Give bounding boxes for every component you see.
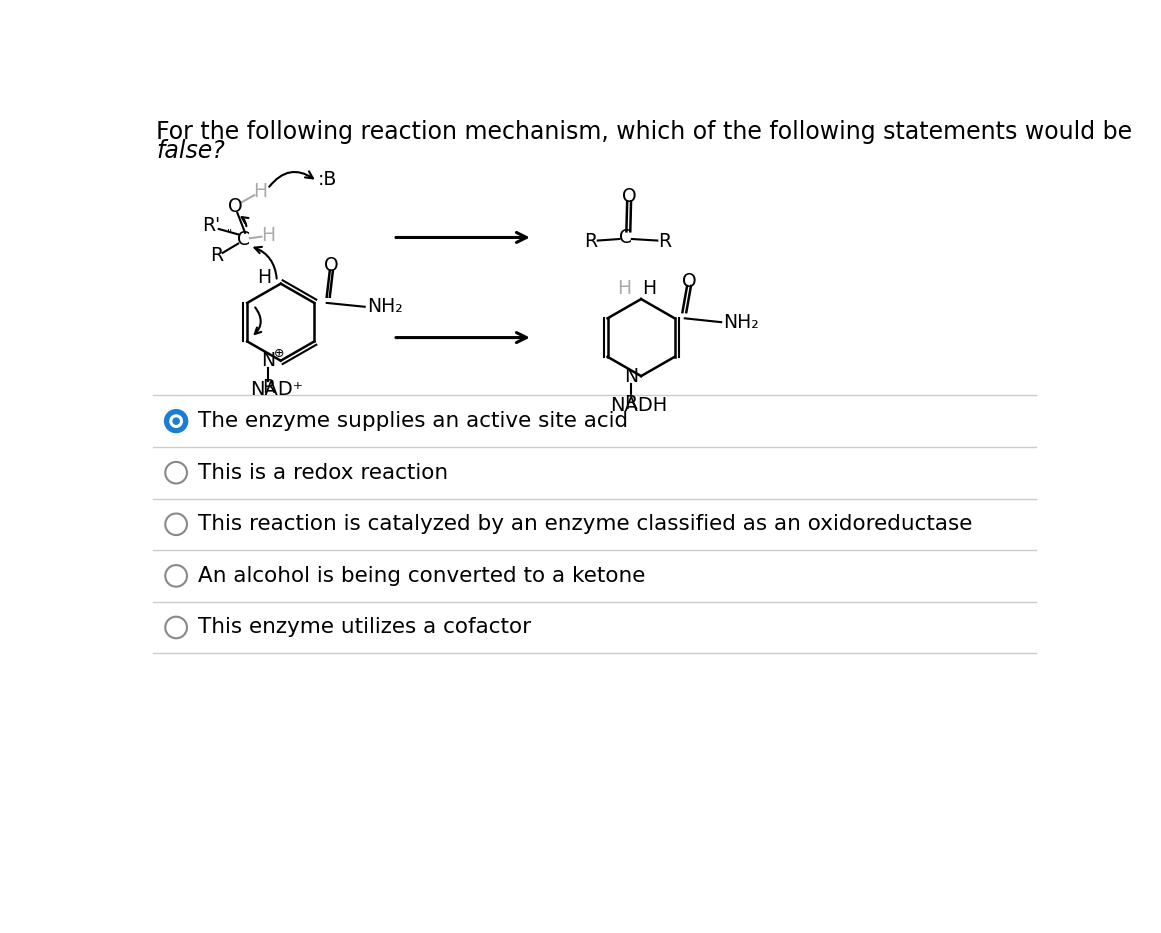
- Text: This is a redox reaction: This is a redox reaction: [197, 463, 448, 482]
- Text: ⊕: ⊕: [274, 347, 284, 360]
- Text: O: O: [229, 197, 243, 216]
- Text: O: O: [622, 188, 637, 206]
- Circle shape: [165, 565, 187, 587]
- Text: H: H: [261, 227, 275, 245]
- Text: O: O: [324, 257, 339, 275]
- Text: N: N: [623, 367, 639, 385]
- Text: R: R: [261, 378, 275, 397]
- Text: H: H: [253, 182, 267, 201]
- Text: R: R: [658, 231, 671, 251]
- FancyArrowPatch shape: [254, 247, 276, 279]
- Text: R: R: [210, 245, 223, 265]
- Text: NAD⁺: NAD⁺: [251, 381, 303, 399]
- Text: An alcohol is being converted to a ketone: An alcohol is being converted to a keton…: [197, 566, 646, 586]
- Text: C: C: [619, 228, 632, 247]
- Text: This enzyme utilizes a cofactor: This enzyme utilizes a cofactor: [197, 618, 531, 637]
- Circle shape: [165, 617, 187, 638]
- Text: N: N: [261, 351, 275, 370]
- Text: '': '': [226, 228, 232, 238]
- FancyArrowPatch shape: [269, 172, 313, 187]
- Text: R': R': [202, 216, 221, 235]
- Circle shape: [165, 513, 187, 535]
- Text: :B: :B: [318, 170, 337, 189]
- FancyArrowPatch shape: [254, 307, 261, 334]
- Circle shape: [165, 411, 187, 432]
- Text: H: H: [616, 279, 632, 298]
- FancyArrowPatch shape: [241, 217, 248, 226]
- Text: NH₂: NH₂: [723, 313, 759, 331]
- Text: This reaction is catalyzed by an enzyme classified as an oxidoreductase: This reaction is catalyzed by an enzyme …: [197, 514, 972, 535]
- Text: C: C: [237, 230, 250, 249]
- Circle shape: [165, 462, 187, 483]
- Text: false?: false?: [156, 139, 225, 163]
- Circle shape: [173, 418, 179, 425]
- Text: H: H: [257, 268, 271, 287]
- Text: For the following reaction mechanism, which of the following statements would be: For the following reaction mechanism, wh…: [156, 119, 1132, 144]
- Text: R: R: [625, 394, 637, 412]
- Text: R: R: [584, 231, 597, 251]
- Text: H: H: [642, 279, 656, 298]
- Text: NH₂: NH₂: [367, 298, 403, 316]
- Text: O: O: [683, 272, 697, 291]
- Text: NADH: NADH: [611, 396, 668, 415]
- Text: The enzyme supplies an active site acid: The enzyme supplies an active site acid: [197, 411, 628, 431]
- Circle shape: [170, 415, 182, 427]
